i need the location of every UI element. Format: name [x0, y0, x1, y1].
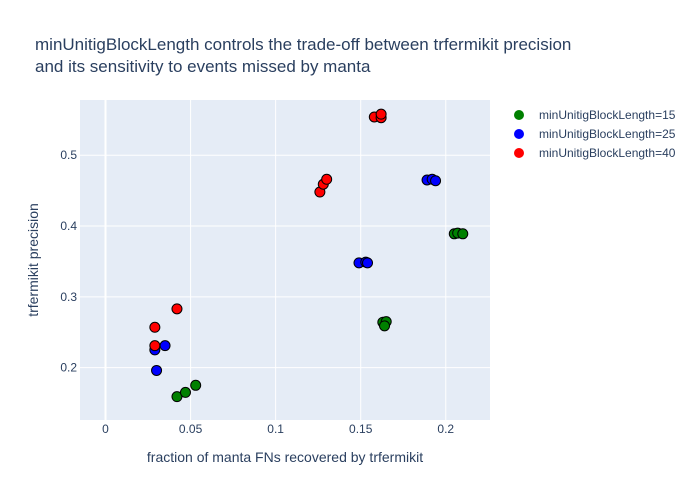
plot-area: [80, 100, 490, 420]
data-point-series-1: [190, 379, 202, 391]
chart-title-line-2: and its sensitivity to events missed by …: [35, 57, 371, 76]
chart-title-line-1: minUnitigBlockLength controls the trade-…: [35, 35, 571, 54]
data-point-series-3: [149, 321, 161, 333]
data-point-series-2: [159, 340, 171, 352]
data-point-series-2: [430, 175, 442, 187]
y-tick-label: 0.5: [60, 148, 77, 162]
data-point-series-3: [375, 108, 387, 120]
legend-marker: [514, 129, 524, 139]
legend-label: minUnitigBlockLength=15: [539, 108, 676, 122]
x-tick-labels: 0 0.05 0.1 0.15 0.2: [102, 422, 454, 436]
data-point-series-3: [171, 303, 183, 315]
y-tick-label: 0.4: [60, 219, 77, 233]
x-tick-label: 0.15: [349, 422, 373, 436]
grid-lines: [80, 100, 490, 420]
data-point-series-2: [362, 257, 374, 269]
x-tick-label: 0.1: [267, 422, 284, 436]
data-points: [149, 108, 469, 403]
y-axis-title: trfermikit precision: [25, 203, 41, 317]
legend-label: minUnitigBlockLength=25: [539, 127, 676, 141]
x-axis-title: fraction of manta FNs recovered by trfer…: [147, 449, 423, 465]
y-tick-label: 0.2: [60, 361, 77, 375]
legend-marker: [514, 110, 524, 120]
legend-marker: [514, 148, 524, 158]
data-point-series-1: [171, 391, 183, 403]
y-tick-label: 0.3: [60, 290, 77, 304]
chart-title: minUnitigBlockLength controls the trade-…: [35, 35, 576, 76]
x-tick-label: 0.2: [437, 422, 454, 436]
x-tick-label: 0: [102, 422, 109, 436]
data-point-series-3: [321, 173, 333, 185]
x-tick-label: 0.05: [179, 422, 203, 436]
data-point-series-1: [457, 228, 469, 240]
legend-label: minUnitigBlockLength=40: [539, 146, 676, 160]
data-point-series-1: [179, 386, 191, 398]
data-point-series-2: [151, 364, 163, 376]
legend: minUnitigBlockLength=15 minUnitigBlockLen…: [514, 108, 676, 160]
data-point-series-3: [149, 340, 161, 352]
y-tick-labels: 0.2 0.3 0.4 0.5: [60, 148, 77, 374]
data-point-series-1: [379, 320, 391, 332]
